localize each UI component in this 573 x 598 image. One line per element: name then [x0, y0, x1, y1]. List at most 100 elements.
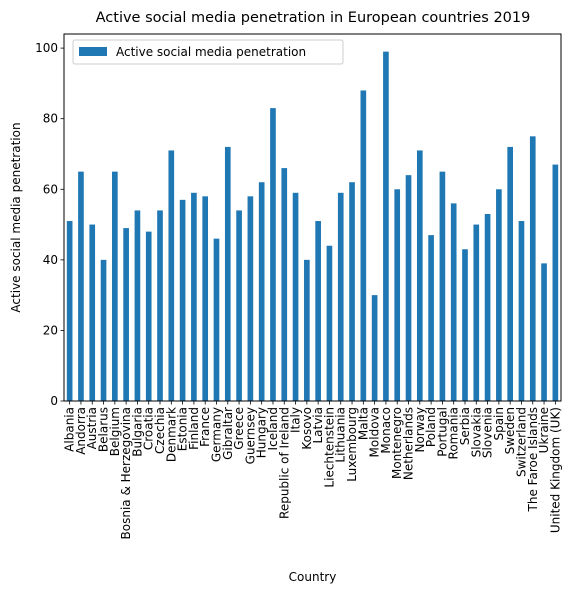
bar	[371, 295, 378, 401]
y-tick-label: 0	[50, 394, 58, 408]
x-tick-label: Iceland	[266, 407, 280, 450]
bar	[484, 213, 491, 401]
x-tick-label: Poland	[424, 407, 438, 447]
x-tick-label: Slovakia	[469, 407, 483, 457]
bar	[112, 171, 118, 402]
legend-label: Active social media penetration	[116, 45, 306, 59]
x-tick-label: Portugal	[435, 407, 449, 457]
y-axis-label: Active social media penetration	[9, 122, 23, 312]
plot-frame	[63, 33, 562, 402]
y-tick-label: 80	[43, 112, 58, 126]
x-tick-label: Netherlands	[402, 407, 416, 480]
x-tick-label: Czechia	[153, 407, 167, 454]
x-tick-label: Croatia	[142, 407, 156, 450]
x-tick-label: Austria	[85, 407, 99, 449]
bar	[405, 175, 412, 401]
x-tick-label: Hungary	[255, 407, 269, 458]
bar	[496, 189, 502, 401]
bar	[529, 136, 536, 401]
bar	[157, 210, 163, 401]
x-tick-label: Slovenia	[481, 407, 495, 458]
x-tick-label: Liechtenstein	[322, 407, 336, 488]
y-tick-label: 40	[43, 253, 58, 267]
bar	[360, 90, 367, 402]
bar	[247, 196, 254, 401]
x-tick-label: Andorra	[74, 407, 88, 455]
bar	[439, 171, 446, 402]
bar	[66, 221, 73, 401]
bar	[191, 192, 197, 401]
bar	[168, 150, 175, 401]
bar	[304, 259, 310, 401]
bar	[89, 224, 96, 401]
legend-box	[72, 39, 344, 65]
x-tick-label: Republic of Ireland	[277, 407, 291, 519]
chart-title: Active social media penetration in Europ…	[96, 10, 531, 26]
y-tick-label: 100	[35, 41, 58, 55]
bar	[518, 221, 525, 401]
bar	[416, 150, 423, 401]
x-axis-label: Country	[289, 570, 337, 584]
x-tick-label: Moldova	[368, 407, 382, 457]
bar	[383, 51, 389, 401]
x-tick-label: Monaco	[379, 407, 393, 454]
y-tick-label: 60	[43, 182, 58, 196]
x-tick-label: Bosnia & Herzegovina	[119, 407, 133, 539]
x-tick-label: Lithuania	[334, 407, 348, 463]
x-tick-label: Italy	[289, 407, 303, 433]
bar	[315, 221, 321, 401]
x-tick-label: Finland	[187, 407, 201, 450]
bar	[134, 210, 141, 401]
bar	[78, 171, 84, 402]
y-tick-label: 20	[43, 323, 58, 337]
x-axis: AlbaniaAndorraAustriaBelarusBelgiumBosni…	[63, 401, 562, 539]
x-tick-label: Belarus	[97, 407, 111, 452]
bar	[202, 196, 209, 401]
bar	[270, 108, 276, 402]
x-tick-label: Germany	[209, 407, 223, 462]
x-tick-label: Switzerland	[514, 407, 528, 477]
x-tick-label: Kosovo	[300, 407, 314, 450]
bar	[123, 228, 129, 401]
x-tick-label: Latvia	[311, 407, 325, 444]
bar	[507, 146, 513, 401]
bar	[179, 199, 186, 401]
x-tick-label: Montenegro	[390, 407, 404, 479]
y-axis: 0 20 40 60 80 100	[35, 41, 64, 408]
bar	[541, 263, 547, 402]
x-tick-label: Estonia	[176, 407, 190, 451]
bar	[552, 164, 559, 401]
bar	[236, 210, 242, 401]
x-tick-label: Denmark	[164, 407, 178, 462]
x-tick-label: United Kingdom (UK)	[548, 407, 562, 533]
x-tick-label: Romania	[447, 407, 461, 459]
x-tick-label: Belgium	[108, 407, 122, 456]
bar	[337, 192, 344, 401]
x-tick-label: Sweden	[503, 407, 517, 454]
x-tick-label: France	[198, 407, 212, 447]
x-tick-label: Guernsey	[243, 407, 257, 464]
x-tick-label: Luxembourg	[345, 407, 359, 482]
bar	[428, 235, 434, 401]
x-tick-label: Norway	[413, 407, 427, 453]
bars-layer	[66, 51, 559, 402]
bar	[224, 146, 231, 401]
x-tick-label: Malta	[356, 407, 370, 440]
bar	[450, 203, 457, 401]
bar	[145, 231, 152, 401]
bar	[292, 192, 299, 401]
x-tick-label: The Faroe Islands	[526, 407, 540, 512]
x-tick-label: Bulgaria	[130, 407, 144, 457]
bar	[100, 259, 107, 401]
bar	[462, 249, 468, 401]
x-tick-label: Greece	[232, 407, 246, 450]
bar	[258, 182, 265, 401]
bar	[326, 245, 333, 401]
bar	[281, 168, 288, 401]
x-tick-label: Gibraltar	[221, 407, 235, 460]
x-tick-label: Albania	[63, 407, 77, 452]
x-tick-label: Serbia	[458, 407, 472, 445]
bar	[394, 189, 401, 401]
